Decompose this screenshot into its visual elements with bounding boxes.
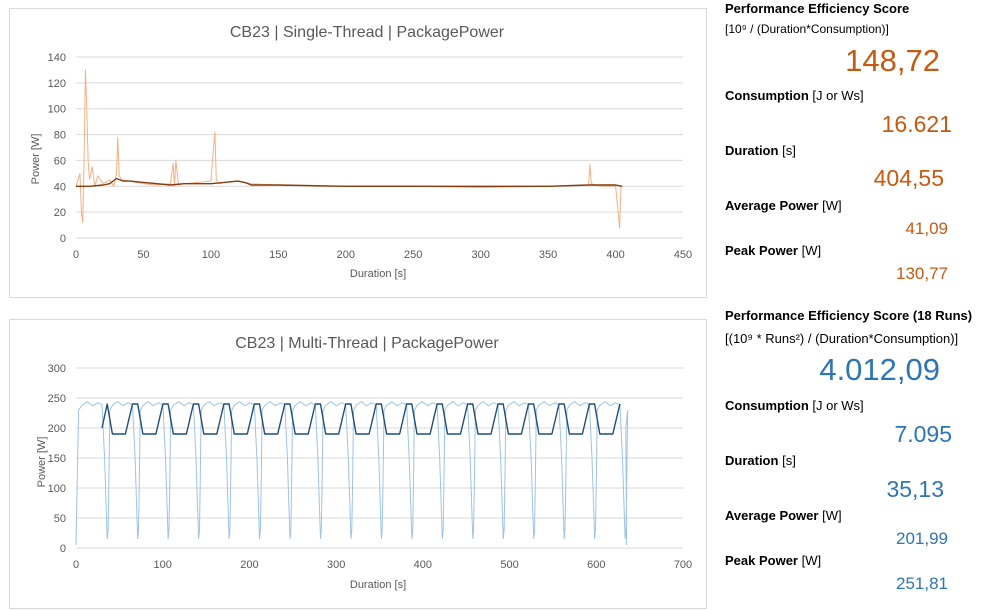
duration-unit: [s]: [782, 453, 796, 468]
chart-title: CB23 | Multi-Thread | PackagePower: [235, 335, 499, 352]
score-value: 4.012,09: [819, 352, 940, 387]
x-tick-label: 700: [674, 559, 692, 571]
y-tick-label: 40: [54, 181, 66, 193]
x-tick-label: 100: [202, 249, 220, 261]
x-tick-label: 350: [539, 249, 557, 261]
avg-power-value: 201,99: [896, 529, 948, 548]
y-tick-label: 60: [54, 155, 66, 167]
x-tick-label: 100: [154, 559, 172, 571]
y-tick-label: 0: [60, 233, 66, 245]
score-formula: [(10⁹ * Runs²) / (Duration*Consumption)]: [725, 331, 959, 346]
y-tick-label: 120: [48, 78, 66, 90]
x-tick-label: 500: [500, 559, 518, 571]
peak-power-value: 251,81: [896, 574, 948, 593]
y-tick-label: 80: [54, 130, 66, 142]
consumption-unit: [J or Ws]: [812, 88, 864, 103]
y-tick-label: 250: [48, 393, 66, 405]
y-tick-label: 100: [48, 483, 66, 495]
consumption-label: Consumption: [725, 88, 809, 103]
x-tick-label: 450: [674, 249, 692, 261]
y-tick-label: 200: [48, 423, 66, 435]
x-tick-label: 200: [240, 559, 258, 571]
score-formula: [10⁹ / (Duration*Consumption)]: [725, 22, 889, 36]
y-tick-label: 0: [60, 543, 66, 555]
consumption-value: 7.095: [894, 421, 952, 447]
consumption-label: Consumption: [725, 398, 809, 413]
x-tick-label: 200: [337, 249, 355, 261]
x-tick-label: 400: [606, 249, 624, 261]
x-tick-label: 400: [414, 559, 432, 571]
single-thread-chart-svg: CB23 | Single-Thread | PackagePower 0 20 4…: [30, 24, 692, 280]
y-tick-label: 100: [48, 104, 66, 116]
y-axis-label: Power [W]: [30, 134, 42, 185]
x-tick-label: 0: [73, 249, 79, 261]
raw-power-line: [75, 69, 623, 229]
smoothed-power-line: [76, 177, 623, 188]
peak-power-value: 130,77: [896, 264, 948, 283]
avg-power-label: Average Power: [725, 508, 819, 523]
avg-power-value: 41,09: [905, 219, 948, 238]
y-tick-label: 50: [54, 513, 66, 525]
consumption-unit: [J or Ws]: [812, 398, 864, 413]
score-value: 148,72: [845, 43, 940, 78]
multi-thread-chart-svg: CB23 | Multi-Thread | PackagePower 0 50 10…: [36, 335, 692, 591]
duration-label: Duration: [725, 453, 779, 468]
score-label: Performance Efficiency Score: [725, 1, 910, 16]
smoothed-power-line: [101, 403, 621, 435]
score-label: Performance Efficiency Score (18 Runs): [725, 308, 973, 323]
single-thread-stats: Performance Efficiency Score [10⁹ / (Dur…: [718, 0, 988, 300]
x-tick-label: 300: [471, 249, 489, 261]
peak-power-unit: [W]: [801, 243, 822, 258]
chart-title: CB23 | Single-Thread | PackagePower: [230, 24, 505, 41]
x-tick-label: 250: [404, 249, 422, 261]
duration-label: Duration: [725, 143, 779, 158]
y-axis-label: Power [W]: [36, 437, 48, 488]
duration-value: 35,13: [886, 476, 944, 502]
avg-power-label: Average Power: [725, 198, 819, 213]
peak-power-label: Peak Power: [725, 243, 798, 258]
x-tick-label: 50: [137, 249, 149, 261]
y-tick-label: 300: [48, 363, 66, 375]
x-tick-label: 300: [327, 559, 345, 571]
x-tick-label: 600: [587, 559, 605, 571]
consumption-value: 16.621: [881, 111, 952, 137]
peak-power-unit: [W]: [801, 553, 822, 568]
y-tick-label: 20: [54, 207, 66, 219]
avg-power-unit: [W]: [822, 198, 842, 213]
raw-power-line: [75, 400, 629, 546]
multi-thread-stats: Performance Efficiency Score (18 Runs) […: [718, 300, 988, 610]
y-tick-label: 150: [48, 453, 66, 465]
x-tick-label: 0: [73, 559, 79, 571]
duration-value: 404,55: [873, 165, 944, 191]
peak-power-label: Peak Power: [725, 553, 798, 568]
x-axis-label: Duration [s]: [350, 579, 406, 591]
y-tick-label: 140: [48, 52, 66, 64]
duration-unit: [s]: [782, 143, 796, 158]
single-thread-chart: CB23 | Single-Thread | PackagePower 0 20 4…: [9, 8, 707, 298]
x-axis-label: Duration [s]: [350, 268, 406, 280]
avg-power-unit: [W]: [822, 508, 842, 523]
multi-thread-chart: CB23 | Multi-Thread | PackagePower 0 50 10…: [9, 319, 707, 609]
x-tick-label: 150: [269, 249, 287, 261]
